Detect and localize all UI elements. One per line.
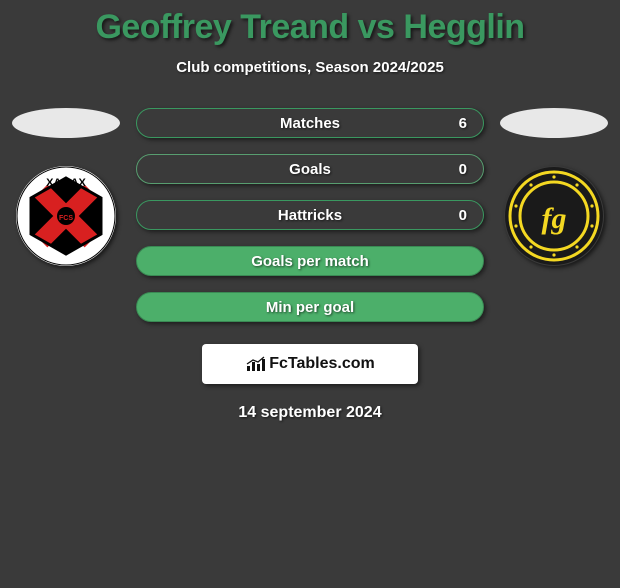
stat-matches: Matches 6 <box>136 108 484 138</box>
date-line: 14 september 2024 <box>0 404 620 422</box>
stat-label: Hattricks <box>278 207 342 224</box>
fcschaffhausen-badge-icon: fg <box>504 166 604 266</box>
right-team-badge: fg <box>504 166 604 266</box>
stat-value: 0 <box>459 161 467 178</box>
attribution-badge: FcTables.com <box>202 344 418 384</box>
left-team-badge: XAMAX FCS <box>16 166 116 266</box>
stats-column: Matches 6 Goals 0 Hattricks 0 Goals per … <box>126 108 494 322</box>
stat-hattricks: Hattricks 0 <box>136 200 484 230</box>
stat-goals: Goals 0 <box>136 154 484 184</box>
stat-min-per-goal: Min per goal <box>136 292 484 322</box>
svg-text:fg: fg <box>542 202 567 235</box>
stat-label: Goals per match <box>251 253 369 270</box>
xamax-badge-icon: XAMAX FCS <box>16 166 116 266</box>
page-title: Geoffrey Treand vs Hegglin <box>0 8 620 47</box>
stat-label: Matches <box>280 115 340 132</box>
stat-label: Goals <box>289 161 331 178</box>
right-column: fg <box>494 108 614 266</box>
stat-value: 6 <box>459 115 467 132</box>
right-ellipse <box>500 108 608 138</box>
stat-goals-per-match: Goals per match <box>136 246 484 276</box>
main-row: XAMAX FCS Matches 6 Goals 0 Hattricks 0 … <box>0 108 620 322</box>
stat-label: Min per goal <box>266 299 354 316</box>
left-ellipse <box>12 108 120 138</box>
svg-text:FCS: FCS <box>59 215 73 222</box>
svg-text:XAMAX: XAMAX <box>46 177 86 189</box>
chart-icon <box>245 355 267 373</box>
stat-value: 0 <box>459 207 467 224</box>
attribution-text: FcTables.com <box>269 355 375 373</box>
subtitle: Club competitions, Season 2024/2025 <box>0 59 620 76</box>
left-column: XAMAX FCS <box>6 108 126 266</box>
